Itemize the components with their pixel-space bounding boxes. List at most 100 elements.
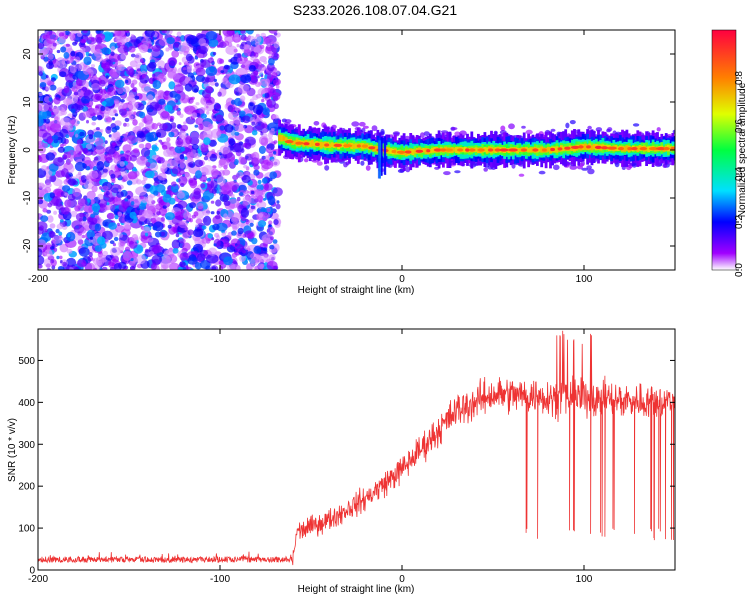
heatmap-cell — [129, 60, 138, 68]
heatmap-cell — [52, 42, 57, 47]
heatmap-cell — [268, 30, 278, 34]
heatmap-cell — [114, 215, 119, 220]
heatmap-cell — [105, 254, 113, 261]
heatmap-cell — [149, 162, 159, 172]
heatmap-cell — [272, 239, 278, 244]
heatmap-cell — [224, 123, 234, 133]
heatmap-cell — [477, 148, 485, 152]
heatmap-cell — [380, 137, 383, 176]
colorbar-tick-label: 0.4 — [734, 167, 745, 181]
heatmap-cell — [167, 68, 177, 78]
heatmap-cell — [262, 247, 268, 252]
heatmap-cell — [193, 88, 199, 93]
heatmap-cell — [594, 145, 602, 149]
heatmap-cell — [42, 86, 46, 91]
heatmap-cell — [163, 148, 172, 157]
heatmap-cell — [162, 194, 172, 203]
heatmap-cell — [261, 159, 274, 170]
heatmap-cell — [44, 186, 52, 193]
heatmap-cell — [251, 153, 255, 158]
heatmap-cell — [68, 60, 72, 64]
heatmap-cell — [70, 57, 74, 61]
heatmap-cell — [67, 178, 77, 186]
heatmap-cell — [69, 33, 75, 40]
heatmap-cell — [96, 260, 103, 266]
heatmap-cell — [99, 186, 103, 190]
heatmap-cell — [68, 158, 73, 162]
heatmap-cell — [261, 91, 266, 95]
heatmap-cell — [136, 156, 149, 166]
heatmap-cell — [195, 74, 205, 82]
heatmap-cell — [50, 77, 57, 82]
heatmap-cell — [268, 151, 274, 157]
heatmap-cell — [229, 264, 241, 270]
heatmap-cell — [656, 127, 661, 132]
heatmap-cell — [101, 59, 107, 64]
heatmap-cell — [151, 144, 158, 151]
heatmap-cell — [79, 227, 87, 234]
heatmap-cell — [186, 151, 195, 159]
x-tick-label: -200 — [28, 574, 48, 585]
heatmap-cell — [107, 87, 116, 97]
heatmap-cell — [79, 38, 86, 44]
heatmap-cell — [267, 43, 271, 48]
heatmap-cell — [77, 239, 84, 245]
heatmap-cell — [238, 83, 250, 94]
heatmap-cell — [117, 211, 123, 217]
heatmap-cell — [38, 102, 50, 113]
heatmap-cell — [105, 126, 112, 134]
heatmap-cell — [89, 108, 94, 114]
heatmap-cell — [333, 143, 342, 147]
heatmap-cell — [144, 30, 155, 38]
heatmap-cell — [130, 53, 136, 58]
x-tick-label: 0 — [399, 574, 405, 585]
heatmap-cell — [308, 140, 312, 148]
heatmap-cell — [396, 150, 406, 154]
heatmap-cell — [106, 212, 115, 220]
heatmap-cell — [104, 140, 108, 145]
heatmap-cell — [384, 136, 387, 175]
heatmap-cell — [66, 248, 73, 254]
heatmap-cell — [117, 222, 120, 227]
heatmap-cell — [183, 50, 188, 56]
heatmap-cell — [125, 122, 130, 127]
heatmap-cell — [648, 147, 659, 151]
heatmap-cell — [129, 260, 136, 267]
heatmap-cell — [330, 142, 334, 147]
heatmap-cell — [185, 53, 193, 62]
heatmap-cell — [264, 92, 270, 99]
heatmap-cell — [50, 120, 61, 130]
heatmap-cell — [176, 90, 181, 94]
heatmap-cell — [267, 122, 280, 132]
heatmap-cell — [253, 70, 259, 77]
heatmap-cell — [272, 114, 279, 120]
heatmap-cell — [63, 85, 70, 94]
heatmap-cell — [529, 147, 533, 153]
heatmap-cell — [91, 121, 96, 126]
heatmap-cell — [129, 154, 137, 162]
heatmap-cell — [241, 175, 251, 184]
heatmap-cell — [65, 265, 74, 270]
heatmap-cell — [169, 262, 180, 270]
heatmap-cell — [184, 156, 188, 160]
heatmap-cell — [196, 253, 206, 262]
heatmap-cell — [182, 67, 187, 71]
heatmap-cell — [257, 220, 267, 228]
heatmap-cell — [140, 147, 151, 157]
heatmap-cell — [103, 97, 115, 107]
heatmap-cell — [454, 131, 461, 137]
heatmap-cell — [209, 153, 218, 162]
heatmap-cell — [151, 244, 162, 254]
heatmap-cell — [113, 99, 120, 105]
heatmap-cell — [65, 98, 73, 105]
heatmap-cell — [213, 243, 217, 247]
heatmap-cell — [112, 196, 122, 206]
heatmap-cell — [165, 47, 170, 52]
heatmap-cell — [263, 133, 268, 138]
heatmap-cell — [176, 172, 182, 177]
heatmap-cell — [95, 56, 103, 63]
heatmap-cell — [254, 41, 261, 47]
heatmap-cell — [38, 239, 47, 250]
heatmap-cell — [221, 232, 227, 237]
